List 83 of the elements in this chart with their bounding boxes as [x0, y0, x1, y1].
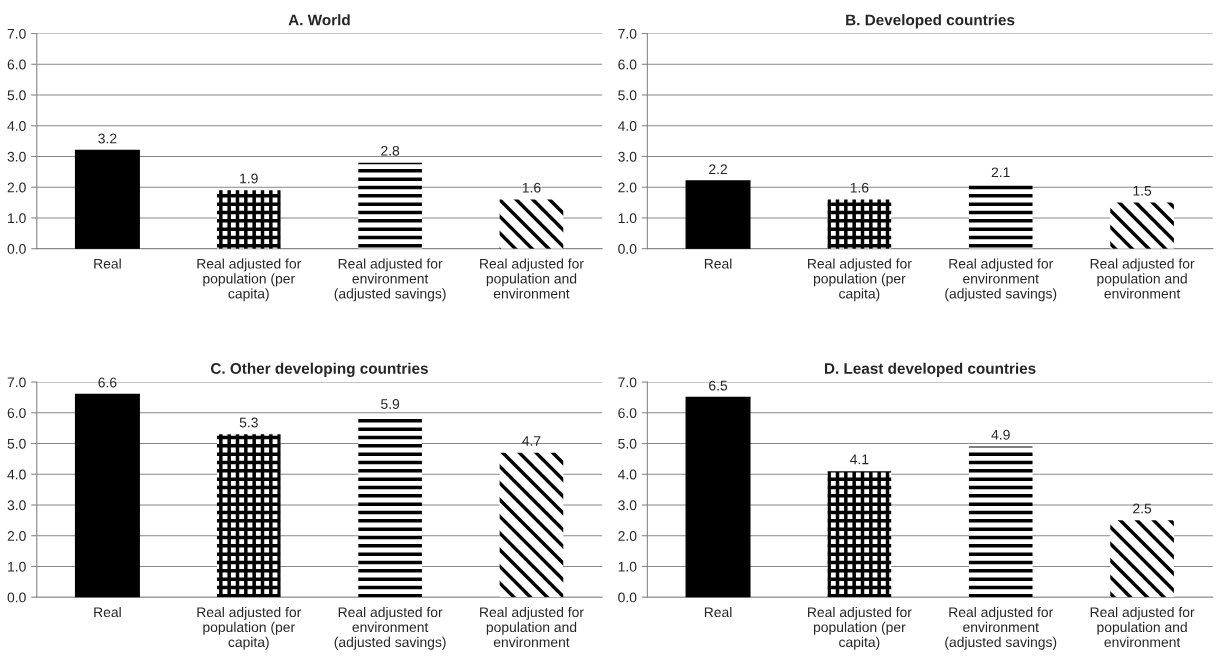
y-tick-label: 7.0	[618, 28, 637, 39]
chart-title: B. Developed countries	[846, 14, 1015, 29]
x-tick-label: Real adjusted for population and environment	[480, 258, 584, 299]
x-tick-label: Real adjusted for environment (adjusted savings)	[945, 258, 1057, 302]
y-tick-label: 0.0	[7, 592, 26, 603]
y-tick-label: 7.0	[618, 377, 637, 388]
bar	[1110, 520, 1174, 598]
y-tick-label: 0.0	[7, 244, 26, 254]
y-tick-label: 7.0	[7, 377, 26, 388]
data-label: 2.2	[709, 164, 727, 175]
y-tick-label: 0.0	[618, 244, 637, 254]
bar	[968, 184, 1033, 249]
y-tick-label: 6.0	[7, 59, 26, 70]
y-tick-label: 2.0	[618, 182, 637, 193]
y-tick-label: 4.0	[617, 121, 637, 131]
bar	[685, 396, 751, 598]
y-tick-label: 5.0	[7, 90, 26, 101]
bar	[499, 452, 564, 598]
y-tick-label: 4.0	[7, 469, 26, 480]
y-tick-label: 6.0	[7, 408, 26, 418]
y-tick-label: 2.0	[7, 182, 26, 193]
data-label: 1.9	[240, 173, 258, 184]
y-tick-label: 3.0	[618, 151, 637, 162]
y-tick-label: 2.0	[7, 531, 26, 541]
bar	[74, 149, 140, 249]
x-tick-label: Real adjusted for population and environment	[1090, 258, 1195, 299]
y-tick-label: 4.0	[617, 469, 637, 480]
x-tick-label: Real adjusted for population (per capita)	[197, 606, 302, 650]
y-tick-label: 5.0	[618, 90, 637, 101]
bar	[968, 446, 1033, 598]
x-tick-label: Real	[704, 606, 732, 618]
bar	[827, 471, 892, 598]
x-tick-label: Real adjusted for population (per capita)	[808, 606, 912, 650]
x-tick-label: Real adjusted for population and environment	[1090, 606, 1195, 648]
y-tick-label: 3.0	[7, 500, 26, 511]
bar	[216, 434, 281, 598]
data-label: 6.5	[709, 380, 728, 391]
x-tick-label: Real adjusted for population and environment	[480, 606, 584, 648]
chart-title: A. World	[288, 14, 350, 26]
x-tick-label: Real adjusted for population (per capita)	[197, 258, 302, 302]
y-tick-label: 1.0	[618, 561, 637, 572]
y-tick-label: 1.0	[8, 561, 26, 572]
y-tick-label: 3.0	[618, 500, 637, 511]
data-label: 1.6	[522, 182, 541, 193]
data-label: 4.7	[522, 436, 541, 446]
x-tick-label: Real	[94, 606, 121, 618]
data-label: 3.2	[98, 133, 117, 144]
chart-title: D. Least developed countries	[824, 362, 1036, 377]
x-tick-label: Real	[704, 258, 732, 269]
bar	[216, 190, 281, 249]
data-label: 5.9	[381, 399, 400, 409]
data-label: 1.6	[850, 182, 869, 193]
bar	[1110, 202, 1174, 249]
bar	[827, 199, 892, 249]
data-label: 4.1	[850, 454, 869, 465]
y-tick-label: 4.0	[7, 121, 26, 131]
y-tick-label: 1.0	[618, 213, 637, 224]
x-tick-label: Real adjusted for environment (adjusted savings)	[334, 606, 446, 650]
y-tick-label: 3.0	[7, 151, 26, 162]
data-label: 1.5	[1133, 185, 1152, 196]
y-tick-label: 6.0	[618, 408, 637, 418]
x-tick-label: Real adjusted for environment (adjusted savings)	[334, 258, 446, 302]
bar	[358, 162, 422, 249]
y-tick-label: 1.0	[8, 213, 26, 224]
bar	[685, 180, 751, 249]
x-tick-label: Real	[94, 258, 121, 269]
y-tick-label: 6.0	[618, 59, 637, 70]
chart-title: C. Other developing countries	[211, 362, 428, 377]
y-tick-label: 0.0	[618, 592, 637, 603]
y-tick-label: 5.0	[618, 438, 637, 449]
y-tick-label: 7.0	[7, 28, 26, 39]
x-tick-label: Real adjusted for population (per capita)	[808, 258, 912, 302]
x-tick-label: Real adjusted for environment (adjusted savings)	[945, 606, 1057, 650]
y-tick-label: 2.0	[618, 531, 637, 541]
y-tick-label: 5.0	[7, 438, 26, 449]
data-label: 5.3	[239, 417, 258, 428]
bar	[499, 199, 564, 249]
data-label: 2.5	[1133, 503, 1152, 514]
data-label: 4.9	[991, 429, 1010, 440]
bar	[74, 393, 140, 598]
data-label: 6.6	[98, 377, 117, 388]
data-label: 2.8	[381, 145, 400, 156]
data-label: 2.1	[991, 167, 1010, 178]
